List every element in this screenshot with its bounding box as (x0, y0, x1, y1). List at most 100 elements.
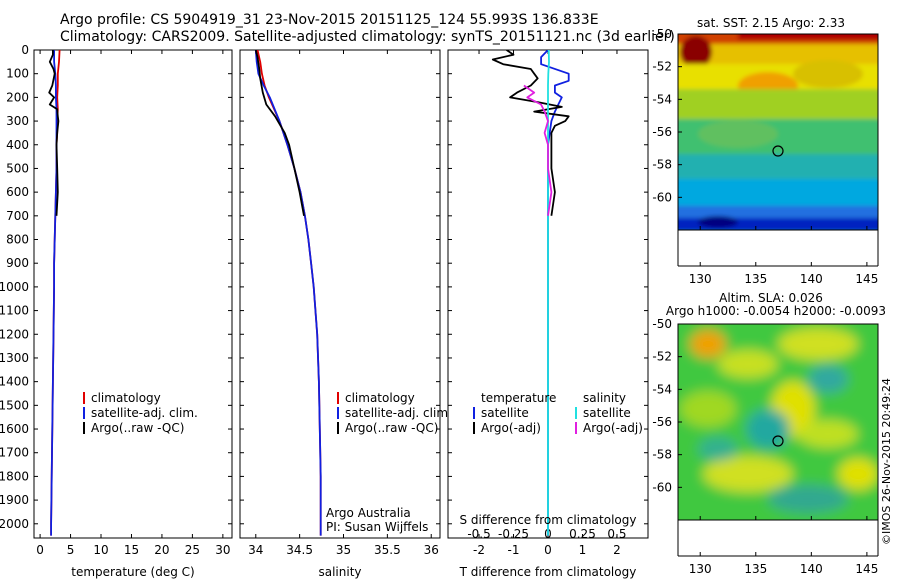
x-tick-label: -1 (508, 543, 520, 557)
x-tick-label: 5 (67, 543, 75, 557)
sla-argo-marker (772, 435, 784, 447)
temperature-xlabel: temperature (deg C) (71, 565, 194, 579)
imos-credit: ©IMOS 26-Nov-2015 20:49:24 (880, 378, 893, 545)
map-y-tick-label: -60 (652, 190, 672, 204)
salinity-x-axis: 34 34.5 35 35.5 36 (248, 50, 439, 557)
x-tick-label: -2 (473, 543, 485, 557)
depth-tick-label: 100 (6, 67, 29, 81)
s-tick-label: -0.25 (498, 527, 529, 541)
depth-tick-label: 1000 (0, 280, 29, 294)
sst-argo-marker (772, 145, 784, 157)
sla-map-panel: Altim. SLA: 0.026 Argo h1000: -0.0054 h2… (652, 291, 886, 576)
depth-tick-label: 900 (6, 256, 29, 270)
salinity-axes-frame (239, 49, 441, 539)
map-x-tick-label: 140 (800, 272, 823, 286)
map-x-tick-label: 130 (689, 272, 712, 286)
legend-temperature-heading: temperature (481, 391, 556, 405)
map-x-tick-label: 135 (744, 562, 767, 576)
difference-panel: -2 -1 0 1 2 -0.5 -0.25 0 0.25 0.5 T difference f… (447, 49, 649, 579)
map-x-tick-label: 130 (689, 562, 712, 576)
x-tick-label: 35 (336, 543, 351, 557)
depth-tick-label: 1700 (0, 446, 29, 460)
sst-map-panel: sat. SST: 2.15 Argo: 2.33 (652, 16, 879, 286)
legend-argo: Argo(..raw -QC) (91, 421, 184, 435)
x-tick-label: 30 (215, 543, 230, 557)
t-difference-xlabel: T difference from climatology (459, 565, 637, 579)
depth-tick-label: 1600 (0, 422, 29, 436)
sla-field (678, 324, 878, 520)
legend-climatology: climatology (91, 391, 161, 405)
series-line-satellite-adj-clim- (254, 50, 322, 536)
map-y-tick-label: -56 (652, 415, 672, 429)
x-tick-label: 15 (124, 543, 139, 557)
series-line-argo-adj- (523, 84, 553, 216)
x-tick-label: 25 (185, 543, 200, 557)
depth-tick-label: 800 (6, 233, 29, 247)
legend-argo: Argo(..raw -QC) (345, 421, 438, 435)
map-y-tick-label: -54 (652, 92, 672, 106)
temperature-panel: 0100200300400500600700800900100011001200… (0, 43, 233, 579)
climatology-title: Climatology: CARS2009. Satellite-adjuste… (60, 29, 675, 45)
x-tick-label: 34 (248, 543, 263, 557)
x-tick-label: 1 (579, 543, 587, 557)
depth-tick-label: 1800 (0, 469, 29, 483)
depth-tick-label: 1500 (0, 398, 29, 412)
legend-salinity-heading: salinity (583, 391, 626, 405)
salinity-legend: climatology satellite-adj. clim. Argo(..… (337, 391, 452, 435)
depth-tick-label: 1900 (0, 493, 29, 507)
map-y-tick-label: -58 (652, 158, 672, 172)
depth-tick-label: 1200 (0, 327, 29, 341)
map-x-tick-label: 145 (855, 562, 878, 576)
depth-tick-label: 600 (6, 185, 29, 199)
salinity-panel: 34 34.5 35 35.5 36 salinity climatology sate… (239, 49, 452, 579)
depth-tick-label: 0 (21, 43, 29, 57)
sla-map-title: Altim. SLA: 0.026 (719, 291, 823, 305)
salinity-y-ticks (240, 49, 440, 525)
s-tick-label: -0.5 (467, 527, 490, 541)
depth-tick-label: 400 (6, 138, 29, 152)
sst-map-title: sat. SST: 2.15 Argo: 2.33 (697, 16, 845, 30)
pi-credit: PI: Susan Wijffels (326, 520, 428, 534)
s-tick-label: 0.25 (569, 527, 596, 541)
x-tick-label: 34.5 (286, 543, 313, 557)
x-tick-label: 20 (154, 543, 169, 557)
map-y-tick-label: -50 (652, 317, 672, 331)
map-y-tick-label: -54 (652, 382, 672, 396)
sst-map-axes: 130 135 140 145 -50 -52 -54 -56 -58 -60 (652, 27, 879, 286)
sla-map-axes: 130 135 140 145 -50 -52 -54 -56 -58 -60 (652, 317, 879, 576)
argo-australia-credit: Argo Australia (326, 506, 411, 520)
series-line-satellite-adj-clim- (50, 50, 58, 536)
depth-tick-label: 1100 (0, 304, 29, 318)
map-y-tick-label: -52 (652, 60, 672, 74)
map-y-tick-label: -58 (652, 448, 672, 462)
difference-lines (491, 50, 570, 536)
map-y-tick-label: -50 (652, 27, 672, 41)
map-x-tick-label: 140 (800, 562, 823, 576)
x-tick-label: 2 (613, 543, 621, 557)
map-y-tick-label: -52 (652, 350, 672, 364)
legend-s-argo: Argo(-adj) (583, 421, 643, 435)
temperature-lines (48, 50, 61, 536)
difference-legend: temperature satellite Argo(-adj) salinit… (473, 391, 643, 435)
temperature-x-axis: 0 5 10 15 20 25 30 (34, 49, 232, 557)
salinity-xlabel: salinity (318, 565, 361, 579)
profile-title: Argo profile: CS 5904919_31 23-Nov-2015 … (60, 12, 599, 28)
salinity-lines (254, 50, 322, 536)
depth-tick-label: 200 (6, 90, 29, 104)
series-line-argo-raw-qc- (48, 50, 60, 216)
legend-satellite: satellite-adj. clim. (345, 406, 452, 420)
depth-tick-label: 1300 (0, 351, 29, 365)
x-tick-label: 10 (93, 543, 108, 557)
map-y-tick-label: -60 (652, 480, 672, 494)
x-tick-label: 0 (544, 543, 552, 557)
legend-climatology: climatology (345, 391, 415, 405)
depth-tick-label: 700 (6, 209, 29, 223)
map-x-tick-label: 145 (855, 272, 878, 286)
series-line-satellite (547, 50, 550, 536)
map-y-tick-label: -56 (652, 125, 672, 139)
depth-tick-label: 300 (6, 114, 29, 128)
sla-map-subtitle: Argo h1000: -0.0054 h2000: -0.0093 (666, 304, 886, 318)
x-tick-label: 35.5 (374, 543, 401, 557)
depth-tick-label: 2000 (0, 517, 29, 531)
